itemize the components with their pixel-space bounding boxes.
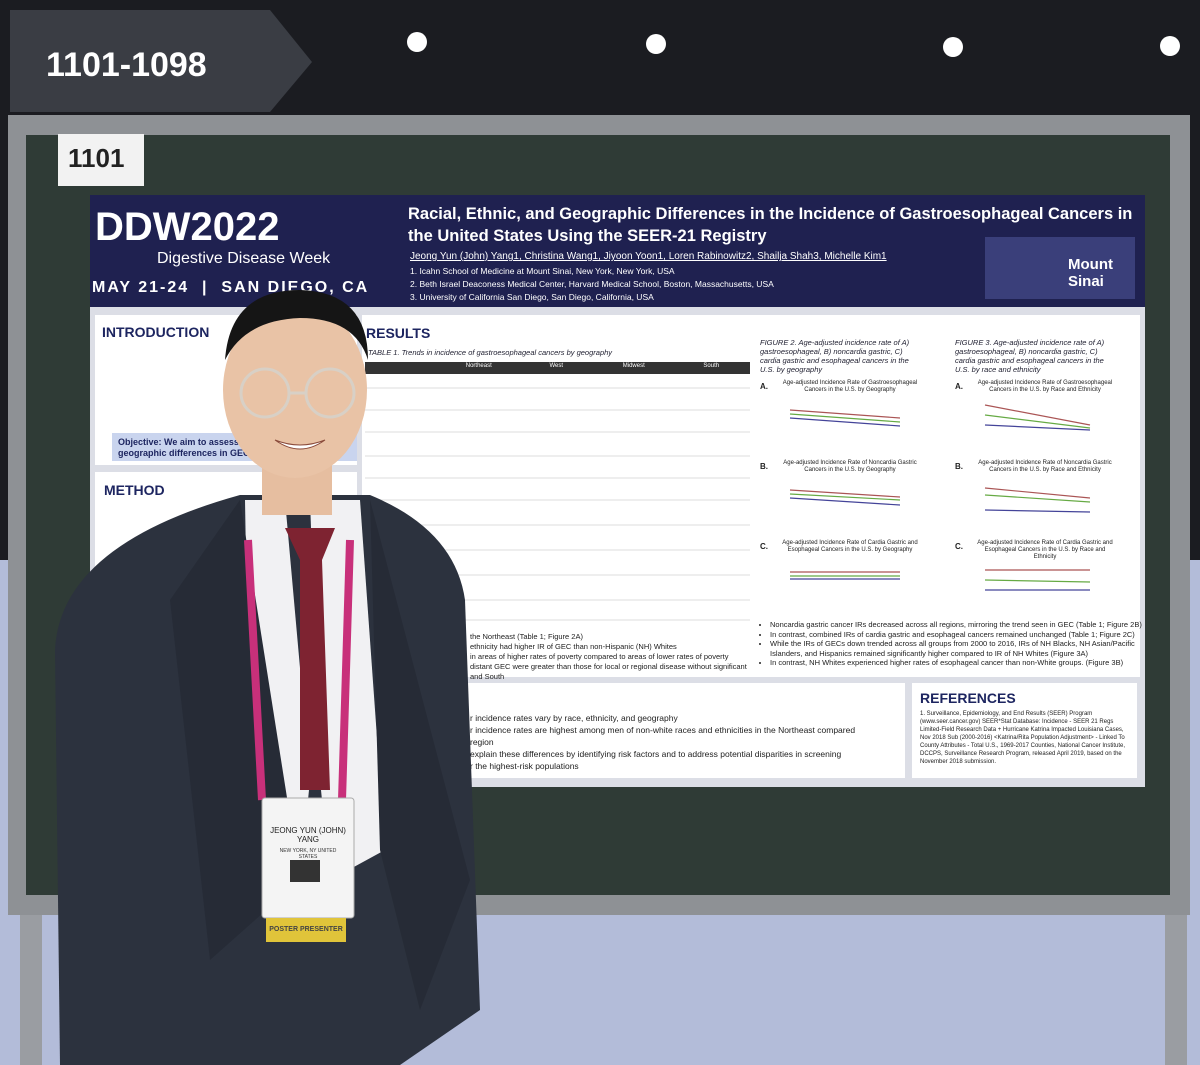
intro-heading: INTRODUCTION <box>102 324 210 340</box>
results-bullets: Noncardia gastric cancer IRs decreased a… <box>758 620 1145 668</box>
panel-letter: C. <box>955 542 963 551</box>
table-column: Midwest <box>622 363 645 369</box>
panel-letter: B. <box>955 462 963 471</box>
sign-text: 1101-1098 <box>46 46 207 84</box>
result-line: and South <box>470 672 505 681</box>
panel-letter: A. <box>760 382 768 391</box>
panel-title: Age-adjusted Incidence Rate of Gastroeso… <box>977 380 1113 393</box>
panel-title: Age-adjusted Incidence Rate of Gastroeso… <box>782 380 918 393</box>
bullet: Noncardia gastric cancer IRs decreased a… <box>770 620 1145 630</box>
affiliation: 2. Beth Israel Deaconess Medical Center,… <box>410 279 774 289</box>
result-line: the Northeast (Table 1; Figure 2A) <box>470 632 583 641</box>
table-column: West <box>549 363 564 369</box>
institution-logo: Mount Sinai <box>1068 256 1113 290</box>
results-heading: RESULTS <box>366 325 431 341</box>
ddw-subtitle: Digestive Disease Week <box>157 250 331 267</box>
table-column: Northeast <box>465 363 492 369</box>
panel-title: Age-adjusted Incidence Rate of Noncardia… <box>978 460 1112 473</box>
table-column: South <box>703 363 720 369</box>
badge-location: NEW YORK, NY UNITED STATES <box>279 848 337 860</box>
result-line: distant GEC were greater than those for … <box>470 662 747 671</box>
badge-name: JEONG YUN (JOHN) YANG <box>270 826 346 844</box>
bullet: While the IRs of GECs down trended acros… <box>770 639 1145 658</box>
sign-plate <box>10 10 312 112</box>
panel-title: Age-adjusted Incidence Rate of Cardia Ga… <box>782 540 918 553</box>
references-heading: REFERENCES <box>920 690 1016 706</box>
affiliation: 1. Icahn School of Medicine at Mount Sin… <box>410 266 675 276</box>
conclusion-line: r incidence rates are highest among men … <box>470 725 856 735</box>
conclusion-line: r the highest-risk populations <box>470 761 579 771</box>
result-line: in areas of higher rates of poverty comp… <box>470 652 729 661</box>
objective: Objective: We aim to assess geographic d… <box>118 437 250 459</box>
conclusion-partial: r incidence rates vary by race, ethnicit… <box>470 712 855 772</box>
poster-title: Racial, Ethnic, and Geographic Differenc… <box>408 205 1133 245</box>
conclusion-line: explain these differences by identifying… <box>470 749 842 759</box>
result-line: ethnicity had higher IR of GEC than non-… <box>470 642 677 651</box>
board-number: 1101 <box>68 143 125 173</box>
panel-letter: C. <box>760 542 768 551</box>
ddw-logo: DDW2022 <box>95 205 280 249</box>
conclusion-line: region <box>470 737 494 747</box>
objective-line: Objective: We aim to assess <box>118 437 239 447</box>
affiliations: 1. Icahn School of Medicine at Mount Sin… <box>410 265 774 304</box>
bullet: In contrast, combined IRs of cardia gast… <box>770 630 1145 640</box>
reference: 1. Surveillance, Epidemiology, and End R… <box>920 711 1126 765</box>
badge-role: POSTER PRESENTER <box>269 926 343 933</box>
panel-letter: A. <box>955 382 963 391</box>
board-label <box>58 134 144 186</box>
method-heading: METHOD <box>104 482 165 498</box>
table-header: Northeast West Midwest South <box>440 363 750 369</box>
panel-letter: B. <box>760 462 768 471</box>
panel-title: Age-adjusted Incidence Rate of Cardia Ga… <box>977 540 1113 560</box>
bullet: In contrast, NH Whites experienced highe… <box>770 658 1145 668</box>
panel-title: Age-adjusted Incidence Rate of Noncardia… <box>783 460 917 473</box>
authors: Jeong Yun (John) Yang1, Christina Wang1,… <box>410 251 887 262</box>
results-partial: the Northeast (Table 1; Figure 2A) ethni… <box>470 632 747 682</box>
conclusion-line: r incidence rates vary by race, ethnicit… <box>470 713 678 723</box>
affiliation: 3. University of California San Diego, S… <box>410 292 654 302</box>
objective-line: geographic differences in GEC <box>118 448 250 458</box>
table-caption: TABLE 1. Trends in incidence of gastroes… <box>368 348 613 357</box>
figure2-caption: FIGURE 2. Age-adjusted incidence rate of… <box>760 338 910 374</box>
figure3-caption: FIGURE 3. Age-adjusted incidence rate of… <box>955 338 1105 374</box>
